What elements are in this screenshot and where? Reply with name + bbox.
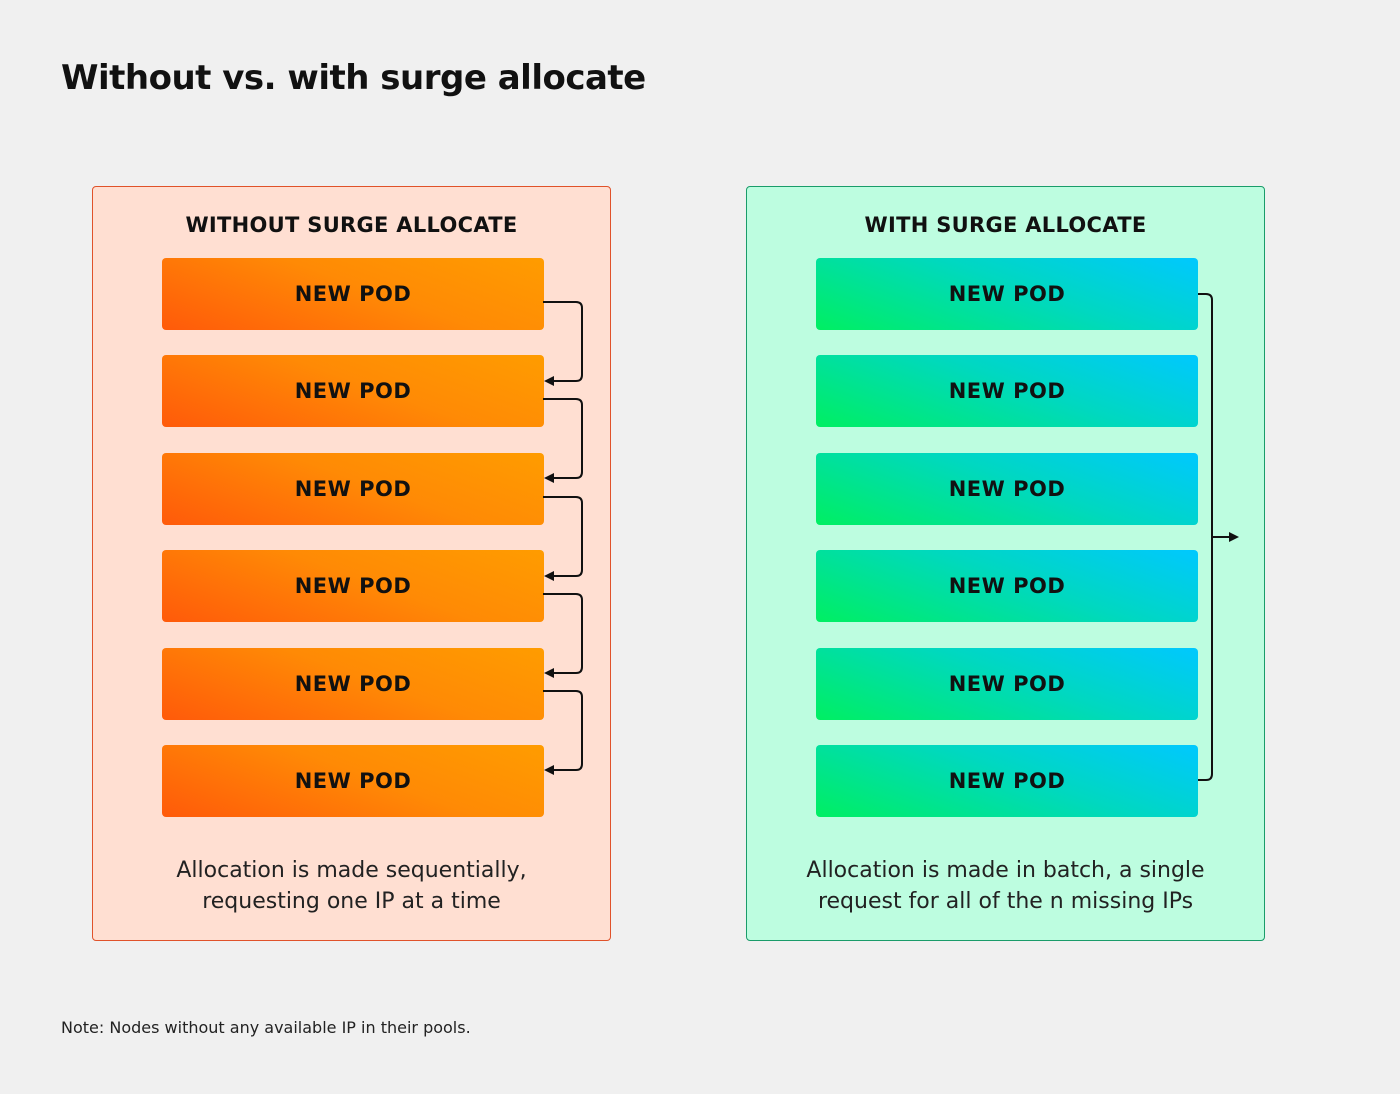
panel-caption: Allocation is made in batch, a single re… (747, 855, 1264, 917)
sequential-arrow (543, 398, 583, 483)
pod-box: NEW POD (162, 258, 544, 330)
pod-box: NEW POD (816, 258, 1198, 330)
caption-line: Allocation is made in batch, a single (806, 858, 1205, 883)
pod-box: NEW POD (162, 648, 544, 720)
pod-box: NEW POD (816, 453, 1198, 525)
without-surge-panel: WITHOUT SURGE ALLOCATE NEW POD NEW POD N… (92, 186, 611, 941)
sequential-arrow (543, 690, 583, 775)
sequential-arrow (543, 301, 583, 386)
pod-box: NEW POD (816, 648, 1198, 720)
caption-line: Allocation is made sequentially, (176, 858, 527, 883)
sequential-arrow (543, 593, 583, 678)
footnote: Note: Nodes without any available IP in … (61, 1018, 471, 1037)
panel-heading: WITH SURGE ALLOCATE (864, 213, 1147, 237)
batch-bracket (1198, 293, 1213, 781)
caption-line: request for all of the n missing IPs (817, 889, 1194, 914)
page-title: Without vs. with surge allocate (61, 58, 646, 98)
panel-caption: Allocation is made sequentially, request… (93, 855, 610, 917)
with-surge-panel: WITH SURGE ALLOCATE NEW POD NEW POD NEW … (746, 186, 1265, 941)
pod-box: NEW POD (162, 453, 544, 525)
sequential-arrow (543, 496, 583, 581)
panel-heading: WITHOUT SURGE ALLOCATE (185, 213, 518, 237)
caption-line: requesting one IP at a time (202, 889, 501, 914)
pod-box: NEW POD (162, 550, 544, 622)
pod-box: NEW POD (816, 550, 1198, 622)
pod-box: NEW POD (162, 355, 544, 427)
pod-box: NEW POD (162, 745, 544, 817)
pod-box: NEW POD (816, 355, 1198, 427)
pod-box: NEW POD (816, 745, 1198, 817)
